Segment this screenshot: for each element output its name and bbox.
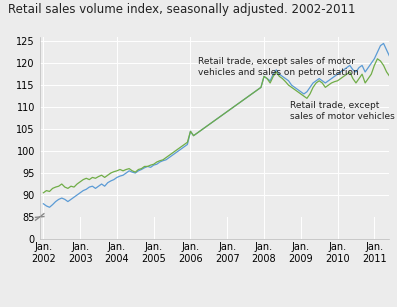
Text: Retail trade, except
sales of motor vehicles: Retail trade, except sales of motor vehi… [290,100,395,121]
Text: Retail sales volume index, seasonally adjusted. 2002-2011: Retail sales volume index, seasonally ad… [8,3,355,16]
Text: Retail trade, except sales of motor
vehicles and sales on petrol station: Retail trade, except sales of motor vehi… [198,56,358,77]
